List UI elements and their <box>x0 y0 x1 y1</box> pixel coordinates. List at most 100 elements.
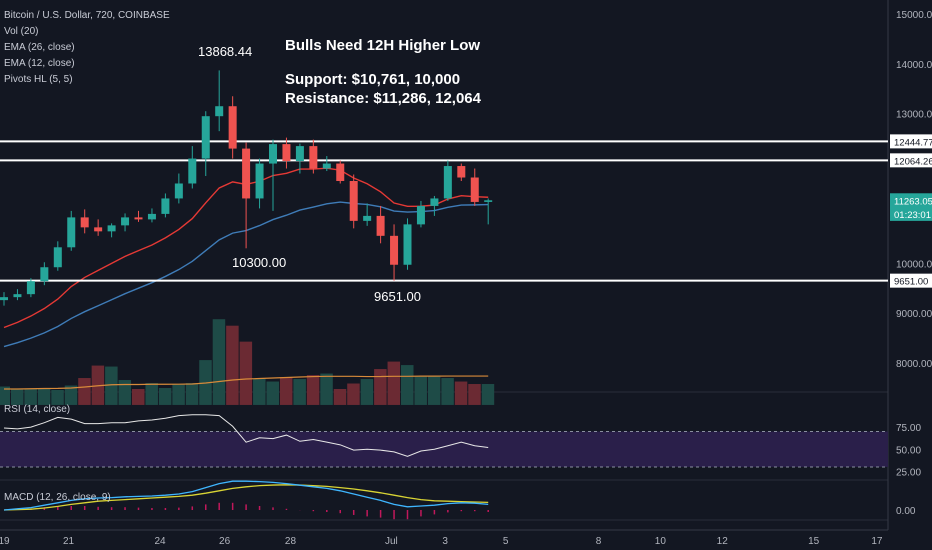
candle-body <box>0 297 8 301</box>
time-tick-label: 10 <box>655 536 667 547</box>
indicator-vol[interactable]: Vol (20) <box>4 26 39 37</box>
indicator-ema26[interactable]: EMA (26, close) <box>4 42 75 53</box>
candle <box>376 205 385 244</box>
volume-bar <box>468 384 481 405</box>
candle-body <box>390 235 399 265</box>
symbol-label[interactable]: Bitcoin / U.S. Dollar, 720, COINBASE <box>4 10 170 21</box>
candle <box>174 173 183 204</box>
price-tag-box <box>890 193 932 208</box>
candle-body <box>67 217 76 248</box>
indicator-ema12[interactable]: EMA (12, close) <box>4 58 75 69</box>
candle-body <box>107 225 116 232</box>
candle-body <box>416 205 425 225</box>
volume-ma-line <box>4 375 489 390</box>
candle <box>107 223 116 238</box>
rsi-pane-label[interactable]: RSI (14, close) <box>4 404 71 415</box>
price-tag: 12064.26 <box>890 153 932 168</box>
price-tick-label: 10000.00 <box>896 259 932 270</box>
candle <box>67 210 76 251</box>
candle <box>416 200 425 228</box>
candle-body <box>282 144 291 162</box>
candle <box>161 193 170 218</box>
indicator-pivots[interactable]: Pivots HL (5, 5) <box>4 74 73 85</box>
macd-tick-label: 0.00 <box>896 506 916 517</box>
price-tag-label: 9651.00 <box>894 277 928 288</box>
volume-bar <box>481 384 495 405</box>
volume-bar <box>158 388 172 405</box>
rsi-band <box>0 431 888 467</box>
price-tag-box <box>890 206 932 221</box>
candle-body <box>363 215 372 221</box>
price-tag-label: 12064.26 <box>894 156 932 167</box>
pivot-low-label-2: 9651.00 <box>374 289 421 304</box>
candle-body <box>161 198 170 214</box>
candle-body <box>269 144 277 164</box>
candle <box>147 208 156 223</box>
candle <box>282 137 291 169</box>
rsi-tick-label: 75.00 <box>896 423 921 434</box>
candle-body <box>174 183 183 199</box>
volume-bar <box>172 384 185 405</box>
volume-bar <box>78 378 91 405</box>
candle <box>40 262 49 286</box>
volume-bar <box>0 386 10 405</box>
macd-pane-label[interactable]: MACD (12, 26, close, 9) <box>4 492 111 503</box>
price-tag: 9651.00 <box>890 273 932 288</box>
volume-bar <box>37 388 51 405</box>
price-tag-label: 12444.77 <box>894 137 932 148</box>
candle <box>26 278 35 298</box>
volume-bar <box>145 383 158 405</box>
candle-body <box>201 116 210 159</box>
candle-body <box>228 106 237 149</box>
candle <box>457 163 466 181</box>
candle-body <box>443 166 452 199</box>
price-tick-label: 9000.00 <box>896 309 932 320</box>
annotation-resistance: Resistance: $11,286, 12,064 <box>285 90 481 107</box>
time-tick-label: 17 <box>871 536 883 547</box>
price-tag-box <box>890 273 932 288</box>
time-tick-label: 26 <box>219 536 231 547</box>
volume-bar <box>212 319 226 405</box>
candle-body <box>13 294 22 298</box>
pivot-high-label: 13868.44 <box>198 44 253 59</box>
candle-body <box>80 217 89 228</box>
volume-bar <box>279 377 293 405</box>
price-tag: 11263.05 <box>890 193 932 208</box>
candle <box>269 139 277 211</box>
price-tick-label: 8000.00 <box>896 359 932 370</box>
volume-bar <box>427 375 441 405</box>
candle <box>309 139 318 174</box>
candle <box>430 195 439 216</box>
candle-body <box>134 217 143 220</box>
candle-body <box>349 180 358 221</box>
candle-body <box>40 267 49 282</box>
candle <box>255 158 264 209</box>
volume-bar <box>226 325 239 405</box>
candle <box>242 142 251 249</box>
time-tick-label: 3 <box>442 536 448 547</box>
candle <box>336 160 345 184</box>
volume-bar <box>266 381 279 405</box>
volume-bar <box>24 389 37 405</box>
volume-bar <box>306 375 320 405</box>
volume-bar <box>401 365 414 405</box>
candle-body <box>94 227 103 232</box>
time-tick-label: 8 <box>596 536 602 547</box>
price-tag-box <box>890 153 932 168</box>
candle <box>121 213 130 232</box>
volume-bar <box>333 389 347 405</box>
volume-bar <box>454 381 468 405</box>
annotation-support: Support: $10,761, 10,000 <box>285 71 461 88</box>
candle-body <box>26 281 35 295</box>
volume-bar <box>64 385 78 405</box>
rsi-tick-label: 50.00 <box>896 445 921 456</box>
time-tick-label: 5 <box>503 536 509 547</box>
volume-bar <box>441 378 454 405</box>
candle <box>470 168 479 206</box>
macd-line <box>3 480 489 511</box>
time-tick-label: 19 <box>0 536 10 547</box>
candle-body <box>336 163 345 181</box>
volume-bar <box>347 383 360 405</box>
